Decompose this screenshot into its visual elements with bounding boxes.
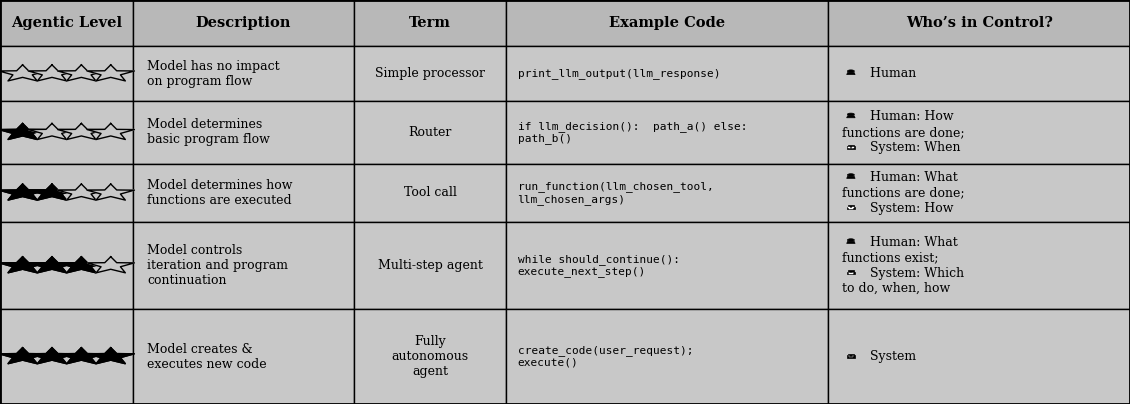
Bar	[828, 222, 1130, 309]
Text: Router: Router	[408, 126, 452, 139]
Text: Human: How: Human: How	[866, 110, 954, 124]
Bar	[828, 309, 1130, 404]
Bar	[354, 222, 506, 309]
Text: to do, when, how: to do, when, how	[842, 282, 950, 295]
Text: System: Which: System: Which	[866, 267, 964, 280]
Bar	[828, 101, 1130, 164]
Bar	[846, 355, 855, 358]
Text: Human: What: Human: What	[866, 236, 957, 249]
Circle shape	[848, 70, 854, 72]
Polygon shape	[0, 124, 46, 139]
Bar	[849, 354, 853, 355]
Bar	[828, 164, 1130, 222]
Polygon shape	[846, 241, 855, 244]
Text: Example Code: Example Code	[609, 16, 725, 30]
Text: print_llm_output(llm_response): print_llm_output(llm_response)	[518, 68, 720, 79]
Polygon shape	[0, 347, 46, 364]
Text: Fully
autonomous
agent: Fully autonomous agent	[391, 335, 469, 378]
Bar	[354, 164, 506, 222]
Bar	[133, 309, 354, 404]
Bar	[849, 270, 853, 271]
Polygon shape	[58, 65, 105, 81]
Bar	[354, 309, 506, 404]
Bar	[0, 46, 133, 101]
Text: Agentic Level: Agentic Level	[11, 16, 122, 30]
Polygon shape	[58, 184, 105, 200]
Text: functions exist;: functions exist;	[842, 251, 938, 265]
Bar	[506, 46, 828, 101]
Bar	[133, 164, 354, 222]
Bar	[0, 0, 133, 46]
Polygon shape	[87, 65, 134, 81]
Polygon shape	[58, 347, 105, 364]
Bar	[133, 46, 354, 101]
Bar	[828, 0, 1130, 46]
Circle shape	[848, 113, 854, 116]
Bar	[506, 0, 828, 46]
Bar	[846, 206, 855, 209]
Bar	[0, 309, 133, 404]
Text: Multi-step agent: Multi-step agent	[377, 259, 483, 272]
Text: functions are done;: functions are done;	[842, 186, 965, 200]
Polygon shape	[0, 257, 46, 273]
Polygon shape	[846, 176, 855, 179]
Text: while should_continue():
execute_next_step(): while should_continue(): execute_next_st…	[518, 254, 679, 277]
Polygon shape	[846, 72, 855, 75]
Text: System: How: System: How	[866, 202, 953, 215]
Text: Human: What: Human: What	[866, 171, 957, 184]
Bar	[506, 164, 828, 222]
Polygon shape	[28, 124, 76, 139]
Bar	[0, 101, 133, 164]
Bar	[354, 0, 506, 46]
Bar	[506, 222, 828, 309]
Circle shape	[848, 239, 854, 241]
Bar	[846, 271, 855, 274]
Polygon shape	[58, 257, 105, 273]
Polygon shape	[0, 65, 46, 81]
Bar	[846, 146, 855, 149]
Circle shape	[848, 174, 854, 176]
Polygon shape	[28, 347, 76, 364]
Text: Term: Term	[409, 16, 451, 30]
Polygon shape	[87, 184, 134, 200]
Text: System: When: System: When	[866, 141, 960, 154]
Text: Human: Human	[866, 67, 915, 80]
Bar	[849, 205, 853, 206]
Bar	[133, 0, 354, 46]
Polygon shape	[87, 257, 134, 273]
Text: Model has no impact
on program flow: Model has no impact on program flow	[147, 60, 279, 88]
Text: Model determines how
functions are executed: Model determines how functions are execu…	[147, 179, 293, 207]
Text: System: System	[866, 350, 915, 363]
Polygon shape	[28, 184, 76, 200]
Bar	[506, 309, 828, 404]
Polygon shape	[87, 124, 134, 139]
Bar	[0, 164, 133, 222]
Bar	[354, 46, 506, 101]
Bar	[506, 101, 828, 164]
Polygon shape	[28, 65, 76, 81]
Text: Model controls
iteration and program
continuation: Model controls iteration and program con…	[147, 244, 288, 287]
Polygon shape	[846, 116, 855, 118]
Bar	[133, 101, 354, 164]
Bar	[133, 222, 354, 309]
Text: Model creates &
executes new code: Model creates & executes new code	[147, 343, 267, 370]
Text: Model determines
basic program flow: Model determines basic program flow	[147, 118, 270, 146]
Polygon shape	[28, 257, 76, 273]
Bar	[354, 101, 506, 164]
Bar	[849, 145, 853, 146]
Bar	[0, 222, 133, 309]
Text: functions are done;: functions are done;	[842, 126, 965, 139]
Bar	[828, 46, 1130, 101]
Polygon shape	[87, 347, 134, 364]
Text: Simple processor: Simple processor	[375, 67, 485, 80]
Text: run_function(llm_chosen_tool,
llm_chosen_args): run_function(llm_chosen_tool, llm_chosen…	[518, 181, 713, 204]
Text: if llm_decision():  path_a() else:
path_b(): if llm_decision(): path_a() else: path_b…	[518, 121, 747, 144]
Polygon shape	[58, 124, 105, 139]
Text: Description: Description	[195, 16, 292, 30]
Polygon shape	[0, 184, 46, 200]
Text: Who’s in Control?: Who’s in Control?	[906, 16, 1052, 30]
Text: create_code(user_request);
execute(): create_code(user_request); execute()	[518, 345, 693, 368]
Text: Tool call: Tool call	[403, 186, 457, 200]
